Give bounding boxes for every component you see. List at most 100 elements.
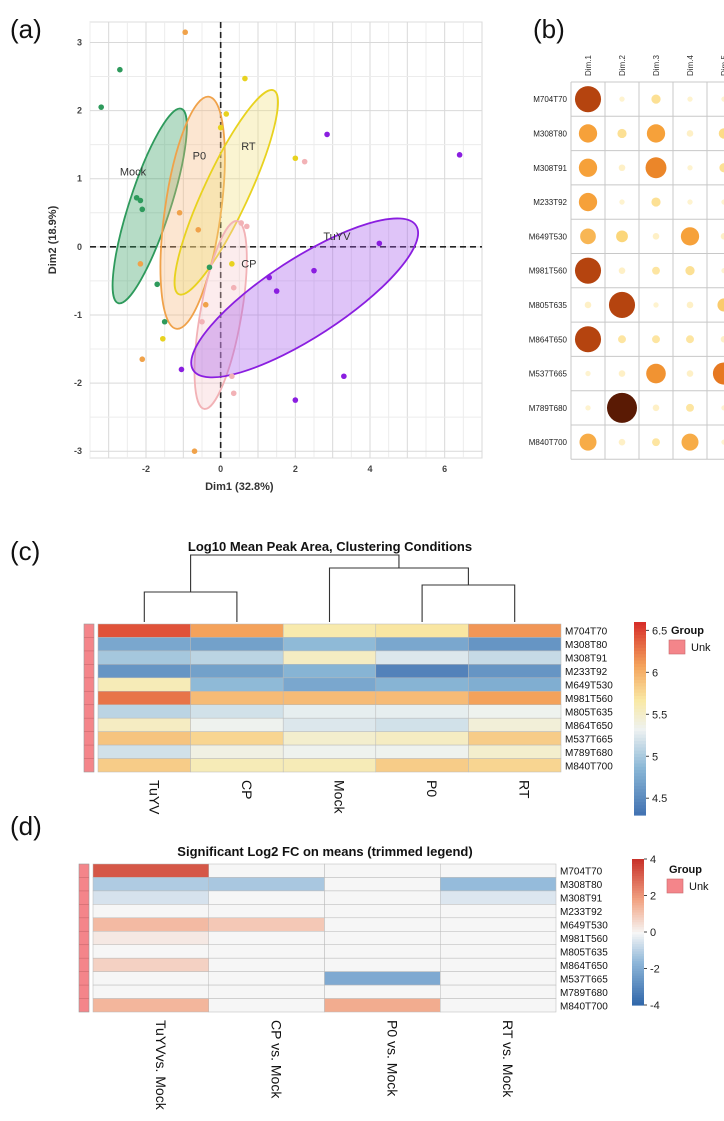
matrix-dot xyxy=(618,267,626,274)
point-cp xyxy=(238,220,244,226)
y-tick-label: 1 xyxy=(77,174,82,184)
heatmap-cell xyxy=(282,623,377,638)
heatmap-cell xyxy=(375,758,469,773)
group-label-p0: P0 xyxy=(193,151,206,163)
heatmap-cell xyxy=(468,704,562,719)
legend-title: Group xyxy=(671,625,704,637)
matrix-dot xyxy=(616,230,628,243)
matrix-dot xyxy=(618,335,626,344)
heatmap-cell xyxy=(324,890,441,905)
colorbar-segment xyxy=(632,890,644,894)
colorbar-segment xyxy=(632,880,644,884)
colorbar-segment xyxy=(634,766,646,771)
heatmap-cell xyxy=(97,650,191,665)
colorbar-segment xyxy=(632,968,644,972)
matrix-dot xyxy=(574,86,602,113)
heatmap-cell xyxy=(282,650,377,665)
colorbar-segment xyxy=(634,650,646,655)
matrix-dot xyxy=(680,227,700,246)
point-cp xyxy=(230,284,237,291)
colorbar-segment xyxy=(634,750,646,755)
matrix-dot xyxy=(578,124,598,143)
heatmap-cell xyxy=(92,890,209,905)
matrix-dot xyxy=(578,158,598,177)
colorbar-segment xyxy=(634,634,646,639)
x-tick-label: 4 xyxy=(367,464,372,474)
heatmap-title: Significant Log2 FC on means (trimmed le… xyxy=(177,844,472,859)
matrix-dot xyxy=(608,291,636,319)
colorbar-segment xyxy=(632,970,644,974)
colorbar-segment xyxy=(634,805,646,810)
colorbar-segment xyxy=(634,795,646,800)
dendrogram-branch xyxy=(421,584,516,622)
heatmap-cell xyxy=(375,677,469,692)
colorbar-segment xyxy=(632,975,644,979)
colorbar-segment xyxy=(634,689,646,694)
colorbar-segment xyxy=(634,647,646,652)
colorbar-segment xyxy=(634,728,646,732)
matrix-dot xyxy=(687,96,693,102)
colorbar-segment xyxy=(634,692,646,697)
point-tuyv xyxy=(341,373,347,380)
heatmap-cell xyxy=(324,944,441,959)
matrix-dot xyxy=(681,433,699,451)
point-mock xyxy=(117,66,123,73)
colorbar-tick-label: 4.5 xyxy=(652,793,667,805)
heatmap-cell xyxy=(92,944,209,959)
x-tick-label: -2 xyxy=(142,464,150,474)
heatmap-column-label: RT vs. Mock xyxy=(500,1020,516,1098)
matrix-dot xyxy=(718,128,724,139)
heatmap-row-label: M981T560 xyxy=(565,694,613,705)
heatmap-row-label: M308T91 xyxy=(560,894,603,905)
heatmap-row-label: M537T665 xyxy=(560,974,608,985)
colorbar-segment xyxy=(632,863,644,867)
heatmap-cell xyxy=(324,971,441,986)
colorbar-segment xyxy=(632,946,644,950)
colorbar-segment xyxy=(632,941,644,945)
colorbar-segment xyxy=(634,676,646,681)
colorbar-segment xyxy=(632,876,644,880)
matrix-dot xyxy=(686,301,694,309)
colorbar-segment xyxy=(632,951,644,955)
colorbar-segment xyxy=(632,934,644,938)
matrix-dot xyxy=(580,228,596,245)
colorbar-segment xyxy=(634,667,646,671)
y-tick-label: 3 xyxy=(77,37,82,47)
group-annotation-strip xyxy=(78,863,90,1013)
heatmap-row-label: M805T635 xyxy=(560,947,608,958)
point-mock xyxy=(206,264,213,271)
point-tuyv xyxy=(292,397,299,403)
heatmap-cell xyxy=(97,744,191,759)
matrix-column-label: Dim.1 xyxy=(584,55,593,76)
heatmap-row-label: M233T92 xyxy=(560,907,603,918)
heatmap-cell xyxy=(440,917,557,932)
matrix-dot xyxy=(721,96,724,102)
heatmap-cell xyxy=(324,904,441,919)
matrix-dot xyxy=(618,164,626,172)
point-cp xyxy=(229,373,235,380)
colorbar-segment xyxy=(632,924,644,928)
colorbar-segment xyxy=(632,990,644,994)
heatmap-cell xyxy=(282,704,377,719)
heatmap-cell xyxy=(440,957,557,972)
colorbar-segment xyxy=(634,628,646,633)
point-rt xyxy=(292,155,299,162)
heatmap-cell xyxy=(324,863,441,878)
colorbar-segment xyxy=(632,1002,644,1006)
matrix-dot xyxy=(685,266,695,276)
matrix-dot xyxy=(618,370,626,377)
colorbar-segment xyxy=(634,699,646,704)
heatmap-cell xyxy=(324,877,441,892)
colorbar-segment xyxy=(634,638,646,642)
heatmap-cell xyxy=(375,717,469,732)
colorbar-segment xyxy=(634,708,646,713)
heatmap-cell xyxy=(190,623,284,638)
heatmap-cell xyxy=(282,717,377,732)
matrix-row-label: M649T530 xyxy=(529,232,568,241)
heatmap-cell xyxy=(468,650,562,665)
dendrogram-branch xyxy=(143,591,238,622)
heatmap-row-label: M308T80 xyxy=(565,640,608,651)
heatmap-cell xyxy=(208,971,325,986)
colorbar-segment xyxy=(632,978,644,982)
point-p0 xyxy=(202,301,209,308)
